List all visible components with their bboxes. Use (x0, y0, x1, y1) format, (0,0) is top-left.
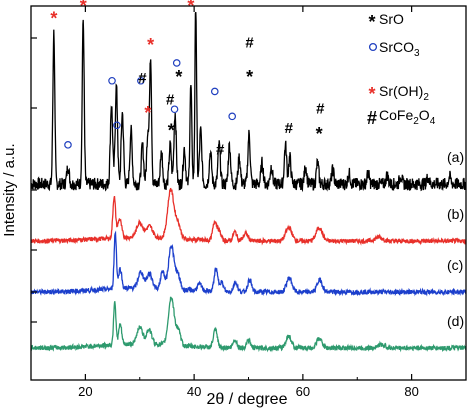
legend-star-icon: * (368, 84, 375, 104)
series-line-0 (30, 11, 467, 193)
marker-srco3 (172, 59, 181, 67)
legend-label: SrCO3 (379, 39, 420, 59)
diffraction-traces: (a) (b) (c) (d) (30, 11, 467, 353)
marker-cofe2o4: # (138, 70, 147, 87)
marker-srco3 (228, 112, 236, 121)
marker-star: * (144, 103, 151, 123)
marker-cofe2o4: # (245, 35, 254, 52)
legend-star-icon: * (368, 12, 375, 32)
marker-srco3 (64, 141, 72, 149)
marker-srco3 (210, 87, 219, 96)
series-label: (a) (447, 149, 464, 165)
legend-label: Sr(OH)2 (379, 83, 429, 103)
x-tick-label: 40 (187, 384, 201, 399)
x-axis-label: 2θ / degree (207, 391, 288, 408)
axes: 20 40 60 80 (30, 5, 467, 399)
marker-srco3 (170, 105, 179, 114)
marker-star: * (50, 8, 57, 28)
legend-label: CoFe2O4 (379, 107, 436, 127)
series-label: (d) (447, 313, 464, 329)
marker-star: * (168, 121, 175, 141)
marker-star: * (175, 67, 182, 87)
legend-hash-icon: # (367, 108, 377, 128)
series-line-2 (30, 230, 467, 297)
marker-cofe2o4: # (285, 120, 294, 137)
marker-cofe2o4: # (166, 92, 175, 109)
legend-circle-icon (368, 42, 378, 52)
marker-srco3 (108, 76, 116, 85)
marker-star: * (147, 35, 154, 55)
marker-cofe2o4: # (216, 141, 225, 158)
series-label: (c) (447, 257, 463, 273)
marker-srco3 (113, 121, 121, 130)
plot-frame (30, 5, 467, 381)
marker-srco3 (137, 76, 145, 85)
x-tick-label: 80 (404, 384, 418, 399)
marker-star: * (80, 0, 87, 16)
legend-label: SrO (379, 11, 404, 27)
series-label: (b) (447, 206, 464, 222)
x-tick-label: 60 (296, 384, 310, 399)
series-line-3 (30, 296, 467, 353)
y-axis-label: Intensity / a.u. (1, 143, 18, 236)
marker-cofe2o4: # (316, 100, 325, 117)
marker-star: * (187, 0, 194, 16)
marker-star: * (246, 67, 253, 87)
marker-star: * (149, 0, 156, 4)
series-line-1 (30, 187, 467, 246)
phase-markers: ***********###### (50, 0, 325, 158)
x-tick-label: 20 (78, 384, 92, 399)
marker-star: * (316, 124, 323, 144)
